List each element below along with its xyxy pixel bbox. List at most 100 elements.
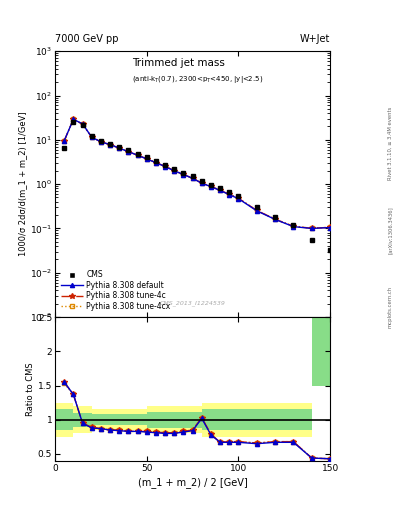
Pythia 8.308 default: [254, 208, 259, 214]
Pythia 8.308 tune-4cx: [108, 141, 112, 147]
Pythia 8.308 tune-4c: [89, 134, 94, 140]
Pythia 8.308 tune-4cx: [89, 134, 94, 140]
Pythia 8.308 default: [117, 145, 121, 151]
Pythia 8.308 default: [309, 225, 314, 231]
CMS: [172, 166, 176, 172]
Line: Pythia 8.308 tune-4cx: Pythia 8.308 tune-4cx: [62, 117, 332, 230]
Pythia 8.308 default: [227, 191, 231, 198]
Pythia 8.308 default: [172, 168, 176, 174]
Pythia 8.308 default: [163, 163, 167, 169]
Pythia 8.308 tune-4cx: [62, 138, 66, 144]
CMS: [117, 144, 121, 150]
Pythia 8.308 tune-4c: [62, 138, 66, 144]
CMS: [89, 133, 94, 139]
Pythia 8.308 tune-4c: [291, 223, 296, 229]
CMS: [227, 189, 231, 196]
Pythia 8.308 tune-4c: [117, 145, 121, 151]
CMS: [80, 121, 85, 127]
Pythia 8.308 default: [199, 180, 204, 186]
X-axis label: (m_1 + m_2) / 2 [GeV]: (m_1 + m_2) / 2 [GeV]: [138, 477, 248, 487]
Pythia 8.308 tune-4c: [80, 121, 85, 127]
CMS: [135, 151, 140, 157]
Pythia 8.308 default: [62, 138, 66, 144]
Text: W+Jet: W+Jet: [300, 33, 330, 44]
CMS: [126, 147, 131, 154]
Text: CMS_2013_I1224539: CMS_2013_I1224539: [160, 301, 226, 307]
CMS: [62, 145, 66, 151]
Line: Pythia 8.308 tune-4c: Pythia 8.308 tune-4c: [61, 117, 333, 231]
CMS: [108, 141, 112, 147]
CMS: [144, 155, 149, 161]
Line: Pythia 8.308 default: Pythia 8.308 default: [62, 117, 332, 230]
Pythia 8.308 tune-4cx: [163, 163, 167, 169]
Pythia 8.308 tune-4c: [227, 191, 231, 197]
Pythia 8.308 tune-4cx: [172, 167, 176, 174]
CMS: [236, 194, 241, 200]
Pythia 8.308 default: [80, 121, 85, 127]
Pythia 8.308 tune-4cx: [218, 187, 222, 193]
Pythia 8.308 default: [144, 156, 149, 162]
Pythia 8.308 tune-4c: [172, 167, 176, 174]
Pythia 8.308 tune-4c: [236, 195, 241, 201]
Text: Trimmed jet mass: Trimmed jet mass: [132, 58, 225, 68]
Pythia 8.308 tune-4c: [163, 163, 167, 169]
Text: Rivet 3.1.10, ≥ 3.4M events: Rivet 3.1.10, ≥ 3.4M events: [387, 106, 392, 180]
CMS: [254, 204, 259, 210]
Pythia 8.308 tune-4c: [181, 172, 186, 178]
Pythia 8.308 default: [209, 183, 213, 189]
CMS: [309, 237, 314, 243]
Pythia 8.308 tune-4cx: [190, 175, 195, 181]
Pythia 8.308 tune-4cx: [181, 172, 186, 178]
Pythia 8.308 tune-4cx: [254, 207, 259, 214]
Text: [arXiv:1306.3436]: [arXiv:1306.3436]: [387, 206, 392, 254]
Pythia 8.308 tune-4cx: [126, 148, 131, 155]
Pythia 8.308 tune-4cx: [291, 223, 296, 229]
CMS: [209, 181, 213, 187]
Pythia 8.308 tune-4c: [199, 180, 204, 186]
Pythia 8.308 default: [126, 148, 131, 155]
Y-axis label: 1000/σ 2dσ/d(m_1 + m_2) [1/GeV]: 1000/σ 2dσ/d(m_1 + m_2) [1/GeV]: [18, 112, 27, 257]
Pythia 8.308 tune-4c: [71, 116, 76, 122]
Pythia 8.308 default: [181, 172, 186, 178]
Pythia 8.308 tune-4c: [154, 159, 158, 165]
Pythia 8.308 default: [154, 160, 158, 166]
CMS: [190, 173, 195, 179]
Line: CMS: CMS: [62, 120, 332, 253]
Pythia 8.308 default: [99, 139, 103, 145]
CMS: [328, 247, 332, 253]
Legend: CMS, Pythia 8.308 default, Pythia 8.308 tune-4c, Pythia 8.308 tune-4cx: CMS, Pythia 8.308 default, Pythia 8.308 …: [59, 268, 173, 313]
Pythia 8.308 tune-4c: [273, 216, 277, 222]
Pythia 8.308 default: [236, 196, 241, 202]
CMS: [181, 170, 186, 176]
CMS: [273, 214, 277, 220]
Pythia 8.308 default: [108, 141, 112, 147]
Pythia 8.308 tune-4c: [190, 175, 195, 181]
CMS: [71, 119, 76, 125]
Pythia 8.308 default: [190, 175, 195, 181]
Pythia 8.308 tune-4cx: [328, 224, 332, 230]
Text: 7000 GeV pp: 7000 GeV pp: [55, 33, 119, 44]
Pythia 8.308 tune-4cx: [199, 180, 204, 186]
Text: mcplots.cern.ch: mcplots.cern.ch: [387, 286, 392, 328]
Pythia 8.308 tune-4cx: [309, 225, 314, 231]
Pythia 8.308 tune-4cx: [227, 191, 231, 197]
Pythia 8.308 default: [89, 134, 94, 140]
Pythia 8.308 tune-4c: [99, 139, 103, 145]
Pythia 8.308 tune-4cx: [273, 216, 277, 222]
Pythia 8.308 tune-4c: [254, 207, 259, 214]
Pythia 8.308 tune-4cx: [144, 156, 149, 162]
Pythia 8.308 default: [328, 224, 332, 230]
Y-axis label: Ratio to CMS: Ratio to CMS: [26, 362, 35, 416]
Pythia 8.308 tune-4c: [108, 141, 112, 147]
Pythia 8.308 default: [218, 187, 222, 194]
Pythia 8.308 tune-4cx: [117, 145, 121, 151]
Pythia 8.308 tune-4cx: [135, 152, 140, 158]
Pythia 8.308 default: [135, 152, 140, 158]
Pythia 8.308 tune-4c: [135, 152, 140, 158]
CMS: [154, 158, 158, 164]
Pythia 8.308 tune-4cx: [80, 121, 85, 127]
CMS: [218, 185, 222, 191]
Pythia 8.308 default: [291, 224, 296, 230]
Pythia 8.308 tune-4c: [126, 148, 131, 155]
Pythia 8.308 tune-4cx: [99, 139, 103, 145]
